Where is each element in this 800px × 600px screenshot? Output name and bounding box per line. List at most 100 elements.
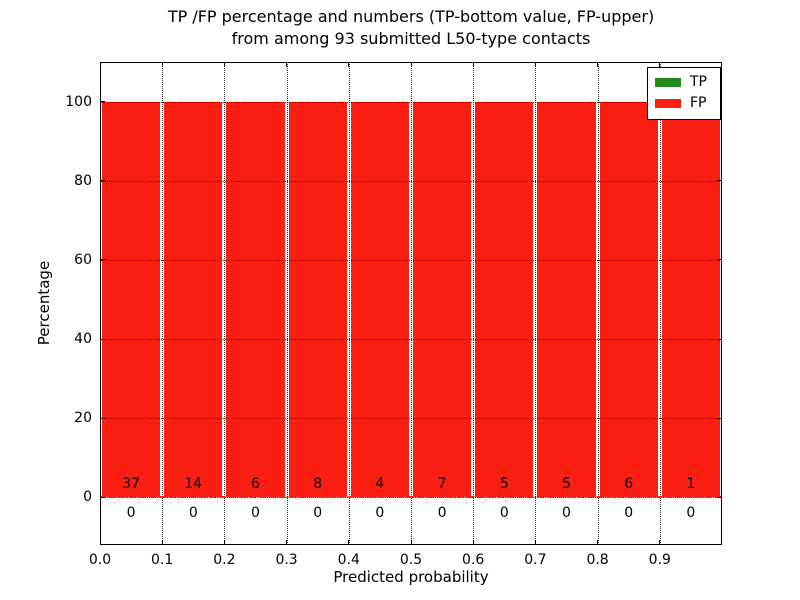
y-tick-mark: [100, 180, 105, 182]
x-tick-mark: [410, 540, 412, 545]
fp-bar: [475, 101, 534, 498]
y-tick-mark: [100, 338, 105, 340]
y-tick-label: 100: [65, 93, 92, 110]
y-tick-label: 60: [74, 251, 92, 268]
x-tick-label: 0.2: [213, 552, 236, 568]
y-tick-mark: [100, 496, 105, 498]
x-tick-label: 0.8: [586, 552, 609, 568]
fp-count-label: 5: [499, 475, 509, 492]
x-tick-mark: [348, 540, 350, 545]
vertical-gridline: [535, 62, 537, 545]
tp-count-label: 0: [313, 505, 323, 522]
fp-count-label: 6: [251, 475, 260, 492]
plot-area: TP FP 0 0 0 0 0 0 0 0 0 0 37 14 6 8 4 7 5 5 6 1: [99, 62, 722, 545]
x-tick-mark: [348, 62, 350, 67]
fp-bar: [102, 101, 161, 498]
fp-count-label: 5: [562, 475, 571, 492]
y-tick-mark: [100, 101, 105, 103]
x-tick-mark: [597, 540, 599, 545]
x-tick-label: 0.9: [648, 552, 671, 568]
x-tick-mark: [472, 62, 474, 67]
vertical-gridline: [411, 62, 412, 545]
x-tick-mark: [534, 540, 536, 545]
fp-bar: [350, 101, 409, 498]
y-tick-mark: [100, 417, 105, 419]
fp-count-label: 37: [122, 475, 140, 492]
fp-count-label: 4: [375, 475, 385, 492]
tp-count-label: 0: [624, 505, 634, 522]
y-tick-label: 0: [83, 489, 92, 506]
y-axis-label: Percentage: [35, 260, 53, 346]
fp-legend-label: FP: [690, 95, 707, 111]
y-tick-mark: [717, 259, 722, 261]
y-tick-label: 80: [74, 172, 92, 189]
x-tick-label: 0.5: [399, 552, 423, 568]
horizontal-gridline: [100, 180, 722, 182]
tp-count-label: 0: [251, 505, 260, 522]
x-tick-mark: [99, 62, 101, 67]
fp-count-label: 14: [184, 475, 203, 492]
x-tick-mark: [99, 540, 101, 545]
chart-title-line1: TP /FP percentage and numbers (TP-bottom…: [167, 7, 655, 26]
fp-count-label: 6: [624, 475, 634, 492]
tp-count-label: 0: [126, 505, 136, 522]
y-tick-mark: [717, 338, 722, 340]
tp-legend-label: TP: [690, 74, 707, 90]
y-tick-mark: [717, 180, 722, 182]
zero-line: [100, 496, 722, 499]
y-tick-mark: [717, 417, 722, 419]
vertical-gridline: [224, 62, 226, 545]
chart-title-line2: from among 93 submitted L50-type contact…: [231, 29, 591, 48]
vertical-gridline: [286, 62, 288, 545]
x-tick-label: 0.7: [524, 552, 547, 568]
horizontal-gridline: [100, 339, 722, 341]
fp-bar: [226, 101, 285, 498]
y-tick-label: 20: [74, 410, 92, 427]
x-tick-mark: [472, 540, 474, 545]
x-tick-label: 0.1: [151, 552, 174, 568]
vertical-gridline: [473, 62, 475, 545]
x-tick-mark: [223, 540, 225, 545]
x-tick-mark: [659, 540, 661, 545]
vertical-gridline: [659, 62, 661, 545]
fp-legend-swatch: [655, 99, 681, 108]
fp-bar: [288, 101, 347, 498]
y-tick-mark: [717, 496, 722, 498]
x-tick-mark: [410, 62, 412, 67]
x-tick-mark: [161, 62, 163, 67]
fp-count-label: 1: [686, 475, 696, 492]
vertical-gridline: [348, 62, 350, 545]
tp-count-label: 0: [375, 505, 385, 522]
tp-count-label: 0: [686, 505, 696, 522]
horizontal-gridline: [100, 259, 722, 261]
fp-bar: [661, 101, 720, 498]
tp-count-label: 0: [499, 505, 509, 522]
y-tick-label: 40: [74, 331, 92, 348]
fp-bar: [599, 101, 658, 498]
x-tick-label: 0.4: [337, 552, 360, 568]
vertical-gridline: [162, 62, 164, 545]
tp-count-label: 0: [562, 505, 571, 522]
legend-row-fp: FP: [655, 93, 713, 114]
x-tick-mark: [659, 62, 661, 67]
x-axis-label: Predicted probability: [333, 568, 489, 586]
legend-row-tp: TP: [655, 72, 713, 93]
y-tick-mark: [100, 259, 105, 261]
x-tick-label: 0.6: [462, 552, 485, 568]
fp-count-label: 7: [437, 475, 447, 492]
x-tick-label: 0.0: [88, 552, 112, 568]
chart-title: TP /FP percentage and numbers (TP-bottom…: [100, 6, 722, 50]
x-tick-label: 0.3: [275, 552, 298, 568]
x-tick-mark: [286, 62, 288, 67]
vertical-gridline: [597, 62, 599, 545]
horizontal-gridline: [100, 418, 722, 420]
x-tick-mark: [223, 62, 225, 67]
x-tick-mark: [161, 540, 163, 545]
tp-count-label: 0: [188, 505, 198, 522]
fp-bar: [164, 101, 223, 498]
x-tick-mark: [286, 540, 288, 545]
fp-bar: [537, 101, 596, 498]
fp-bar: [413, 101, 472, 498]
x-tick-mark: [534, 62, 536, 67]
